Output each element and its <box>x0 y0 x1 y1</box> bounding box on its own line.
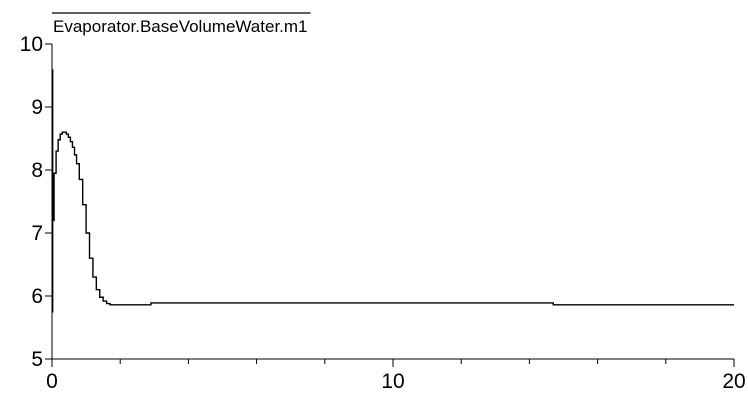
legend-label: Evaporator.BaseVolumeWater.m1 <box>53 17 308 36</box>
y-tick-label: 10 <box>20 33 43 56</box>
y-tick-label: 8 <box>31 159 43 182</box>
series-line <box>51 69 734 313</box>
y-tick-label: 9 <box>31 96 43 119</box>
y-tick-label: 6 <box>31 285 43 308</box>
y-tick-label: 5 <box>31 348 43 371</box>
x-tick-label: 0 <box>46 370 58 393</box>
x-tick-label: 20 <box>722 370 745 393</box>
x-tick-label: 10 <box>381 370 404 393</box>
y-tick-label: 7 <box>31 222 43 245</box>
